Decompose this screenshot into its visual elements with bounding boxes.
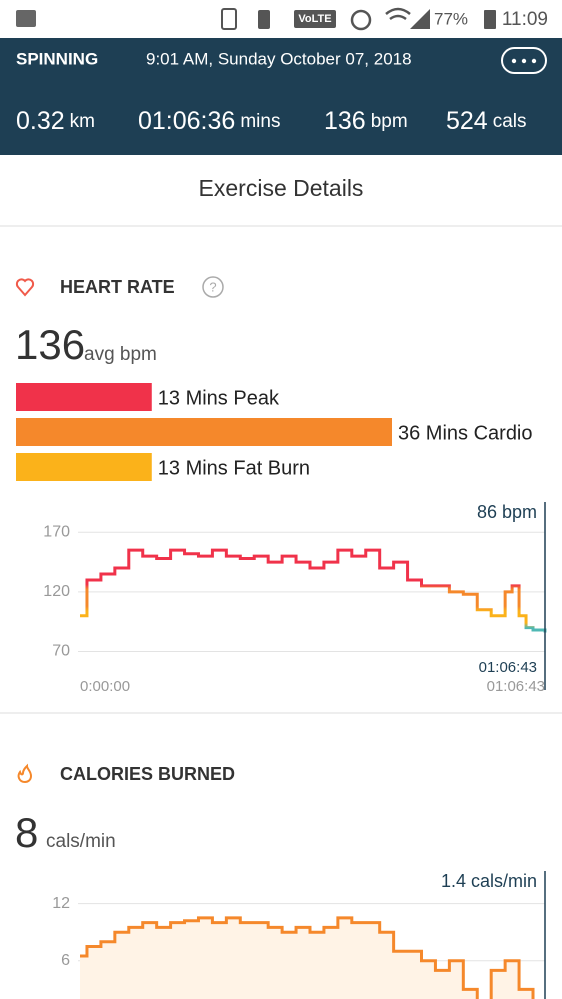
heart-icon [15, 278, 35, 297]
x-start-label: 0:00:00 [80, 678, 130, 695]
menu-button[interactable] [501, 47, 547, 74]
x-end-label: 01:06:43 [487, 678, 545, 695]
calories-title: CALORIES BURNED [60, 764, 235, 784]
current-value: 1.4 cals/min [441, 871, 537, 891]
stat: 136 bpm [324, 107, 408, 135]
zone-bar [16, 418, 392, 446]
line [80, 916, 535, 999]
header [0, 38, 562, 155]
avg-heart-rate: 136 [15, 321, 85, 368]
stat: 524 cals [446, 107, 527, 135]
zone-label: 36 Mins Cardio [398, 422, 533, 444]
network-label: VoLTE [298, 13, 331, 25]
y-tick-label: 170 [43, 523, 70, 540]
avg-calories-unit: cals/min [46, 831, 116, 852]
zone-bar [16, 453, 152, 481]
current-value: 86 bpm [477, 502, 537, 522]
y-tick-label: 12 [52, 895, 70, 912]
zone-label: 13 Mins Peak [158, 387, 280, 409]
status-bar [0, 0, 562, 38]
help-label: ? [209, 279, 216, 294]
stat-unit: bpm [371, 111, 408, 132]
stat-unit: km [70, 111, 95, 132]
flame-icon [17, 763, 33, 784]
stat-value: 136 [324, 107, 366, 135]
stat: 0.32 km [16, 107, 95, 135]
stat: 01:06:36 mins [138, 107, 280, 135]
avg-heart-rate-unit: avg bpm [84, 344, 157, 365]
stat-unit: cals [493, 111, 527, 132]
section-title: Exercise Details [199, 175, 364, 201]
clock: 11:09 [502, 9, 548, 30]
line [80, 548, 547, 633]
stat-value: 01:06:36 [138, 107, 235, 135]
stat-unit: mins [240, 111, 280, 132]
zone-label: 13 Mins Fat Burn [158, 457, 310, 479]
exercise-title: SPINNING [16, 49, 98, 68]
help-button[interactable] [202, 276, 224, 298]
cursor-time: 01:06:43 [479, 659, 537, 676]
exercise-datetime: 9:01 AM, Sunday October 07, 2018 [146, 49, 412, 68]
area [80, 917, 534, 999]
heart-rate-title: HEART RATE [60, 277, 175, 297]
y-tick-label: 6 [61, 952, 70, 969]
menu-dots [511, 58, 537, 64]
y-tick-label: 70 [52, 643, 70, 660]
stat-value: 0.32 [16, 107, 65, 135]
battery: 77% [434, 9, 468, 28]
avg-calories: 8 [15, 809, 38, 856]
zone-bar [16, 383, 152, 411]
y-tick-label: 120 [43, 583, 70, 600]
stat-value: 524 [446, 107, 488, 135]
gallery-icon [16, 10, 36, 27]
status-icons [221, 7, 496, 31]
